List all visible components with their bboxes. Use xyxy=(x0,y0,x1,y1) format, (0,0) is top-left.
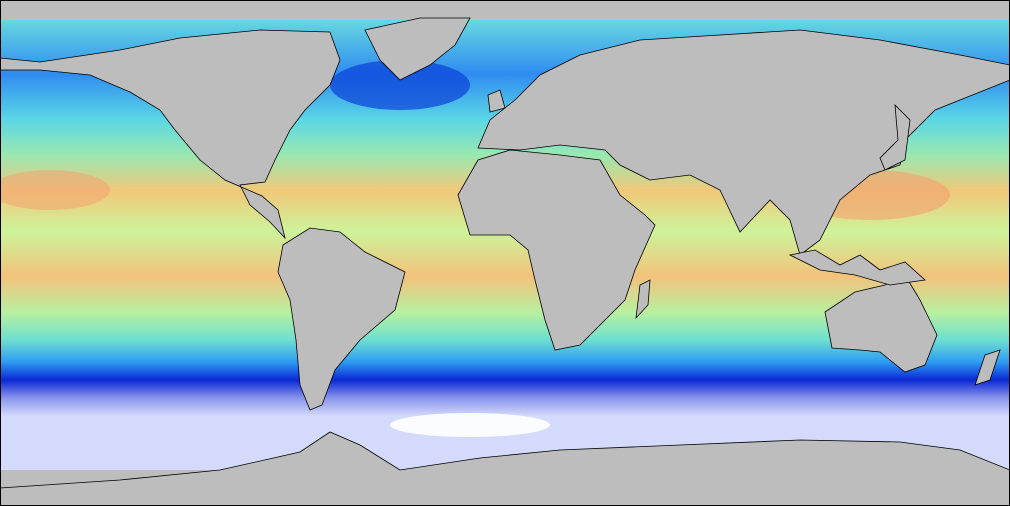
greenland xyxy=(364,17,471,81)
africa xyxy=(457,149,656,351)
north-america xyxy=(0,29,341,240)
new-zealand xyxy=(974,349,1001,386)
cold-patch xyxy=(330,60,470,110)
south-america xyxy=(277,227,406,411)
madagascar xyxy=(635,279,651,320)
cold-patch xyxy=(390,413,550,437)
british-isles xyxy=(487,89,506,113)
warm-patch xyxy=(0,170,110,210)
indonesia xyxy=(788,249,926,286)
antarctica xyxy=(0,431,1010,506)
eurasia xyxy=(477,29,1010,256)
japan xyxy=(879,103,911,171)
australia xyxy=(824,274,938,373)
